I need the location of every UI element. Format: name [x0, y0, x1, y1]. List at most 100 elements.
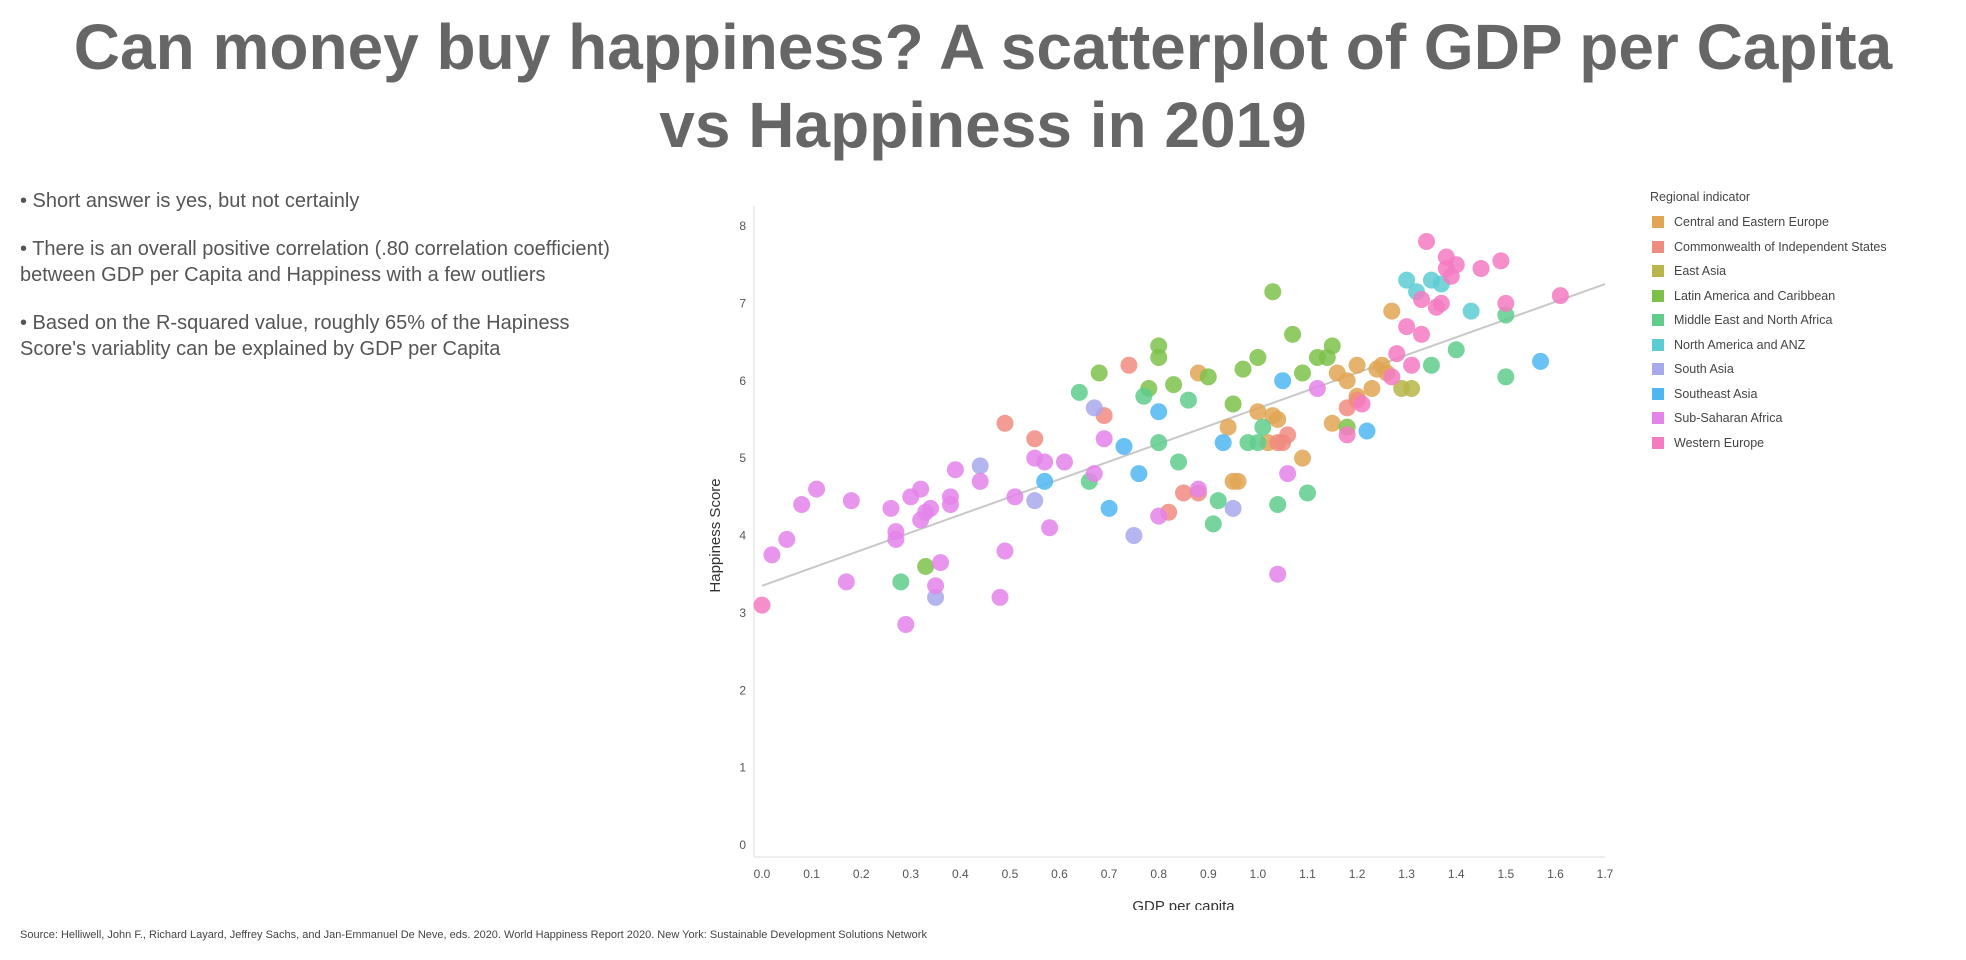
- data-point: [887, 530, 905, 548]
- legend-item: Central and Eastern Europe: [1650, 210, 1887, 235]
- data-point: [1274, 372, 1292, 390]
- legend-item: North America and ANZ: [1650, 333, 1887, 358]
- data-point: [1383, 302, 1401, 320]
- y-tick-label: 2: [739, 683, 746, 697]
- legend-swatch: [1652, 338, 1664, 351]
- data-point: [991, 588, 1009, 606]
- chart-axes: 0.0 0.1 0.2 0.3 0.4 0.5 0.6 0.7 0.8 0.9 1.0 1.1 1.2 1…: [739, 206, 1614, 881]
- y-tick-label: 3: [739, 606, 746, 620]
- data-point: [1165, 376, 1183, 394]
- data-point: [1497, 368, 1515, 386]
- data-point: [793, 496, 811, 514]
- x-tick-label: 0.9: [1200, 867, 1217, 881]
- data-point: [808, 480, 826, 498]
- bullet-point: • Short answer is yes, but not certainly: [20, 190, 360, 212]
- legend-label: Western Europe: [1674, 435, 1765, 450]
- y-axis-label: Happiness Score: [707, 478, 724, 592]
- data-point: [1189, 480, 1207, 498]
- scatter-chart: 0.0 0.1 0.2 0.3 0.4 0.5 0.6 0.7 0.8 0.9 1.0 1.1 1.2 1…: [700, 190, 1630, 915]
- legend-label: East Asia: [1674, 264, 1727, 279]
- data-point: [1055, 453, 1073, 471]
- data-point: [1249, 434, 1267, 452]
- data-point: [753, 596, 771, 614]
- legend-label: Middle East and North Africa: [1674, 313, 1833, 328]
- data-point: [1383, 368, 1401, 386]
- data-point: [996, 414, 1014, 432]
- data-point: [1090, 364, 1108, 382]
- data-point: [1298, 484, 1316, 502]
- data-point: [1204, 515, 1222, 533]
- data-point: [1363, 379, 1381, 397]
- chart-legend: Regional indicator Central and Eastern E…: [1650, 190, 1887, 455]
- data-point: [1264, 283, 1282, 301]
- legend-item: Middle East and North Africa: [1650, 308, 1887, 333]
- x-tick-label: 0.8: [1150, 867, 1167, 881]
- data-point: [1413, 291, 1431, 309]
- x-tick-label: 0.2: [853, 867, 870, 881]
- legend-item: Commonwealth of Independent States: [1650, 235, 1887, 260]
- data-point: [1006, 488, 1024, 506]
- scatter-chart-svg: 0.0 0.1 0.2 0.3 0.4 0.5 0.6 0.7 0.8 0.9 1.0 1.1 1.2 1…: [707, 206, 1614, 915]
- legend-swatch: [1652, 363, 1664, 376]
- x-tick-label: 1.5: [1497, 867, 1514, 881]
- data-point: [837, 573, 855, 591]
- legend-title: Regional indicator: [1650, 190, 1751, 204]
- data-point: [842, 492, 860, 510]
- data-point: [1036, 453, 1054, 471]
- data-point: [1214, 434, 1232, 452]
- data-point: [1269, 410, 1287, 428]
- legend-item: Southeast Asia: [1650, 382, 1887, 407]
- data-point: [932, 554, 950, 572]
- data-point: [1150, 507, 1168, 525]
- data-point: [971, 457, 989, 475]
- x-tick-label: 0.0: [754, 867, 771, 881]
- data-point: [1388, 345, 1406, 363]
- y-tick-label: 1: [739, 761, 746, 775]
- data-point: [1462, 302, 1480, 320]
- data-point: [1115, 438, 1133, 456]
- data-point: [1179, 391, 1197, 409]
- data-point: [1422, 356, 1440, 374]
- data-point: [1085, 465, 1103, 483]
- legend-item: Latin America and Caribbean: [1650, 284, 1887, 309]
- legend-label: Southeast Asia: [1674, 386, 1758, 401]
- data-point: [892, 573, 910, 591]
- data-point: [1100, 499, 1118, 517]
- data-point: [1447, 341, 1465, 359]
- legend-label: North America and ANZ: [1674, 337, 1806, 352]
- x-tick-label: 1.3: [1398, 867, 1415, 881]
- legend-items: Central and Eastern Europe Commonwealth o…: [1650, 210, 1887, 455]
- data-point: [1036, 472, 1054, 490]
- data-point: [1432, 294, 1450, 312]
- x-tick-label: 0.1: [803, 867, 820, 881]
- legend-item: South Asia: [1650, 357, 1887, 382]
- legend-label: South Asia: [1674, 362, 1734, 377]
- data-point: [1403, 379, 1421, 397]
- title-line-1: Can money buy happiness? A scatterplot o…: [73, 11, 1893, 83]
- data-point: [1209, 492, 1227, 510]
- data-point: [1348, 356, 1366, 374]
- data-point: [1338, 426, 1356, 444]
- legend-item: Western Europe: [1650, 431, 1887, 456]
- legend-swatch: [1652, 387, 1664, 400]
- legend-label: Sub-Saharan Africa: [1674, 411, 1783, 426]
- x-tick-label: 0.7: [1101, 867, 1118, 881]
- data-point: [1026, 430, 1044, 448]
- data-point: [1041, 519, 1059, 537]
- legend-label: Central and Eastern Europe: [1674, 215, 1829, 230]
- data-point: [1284, 325, 1302, 343]
- data-point: [1219, 418, 1237, 436]
- x-tick-label: 1.6: [1547, 867, 1564, 881]
- source-citation: Source: Helliwell, John F., Richard Laya…: [20, 929, 927, 941]
- data-point: [1150, 349, 1168, 367]
- y-tick-label: 7: [739, 296, 746, 310]
- x-axis-label: GDP per capita: [1132, 898, 1235, 910]
- data-point: [1358, 422, 1376, 440]
- data-point: [1026, 492, 1044, 510]
- legend-item: East Asia: [1650, 259, 1887, 284]
- data-point: [1085, 399, 1103, 417]
- bullet-list: • Short answer is yes, but not certainly…: [20, 188, 640, 384]
- y-tick-label: 4: [739, 529, 746, 543]
- x-tick-label: 0.5: [1002, 867, 1019, 881]
- data-point: [1551, 287, 1569, 305]
